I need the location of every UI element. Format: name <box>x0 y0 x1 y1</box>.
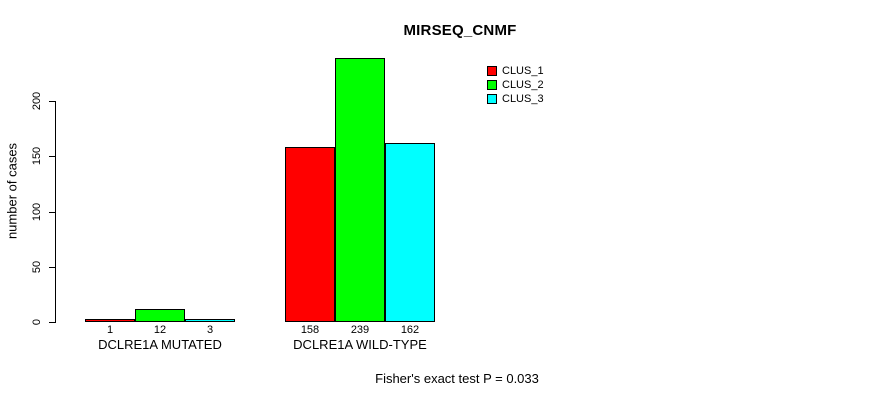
y-axis-tick-label: 100 <box>31 202 43 221</box>
y-axis-tick <box>49 156 56 158</box>
chart-title: MIRSEQ_CNMF <box>403 22 517 39</box>
bar-clus_2-1 <box>135 309 185 322</box>
y-axis-tick-label: 50 <box>31 260 43 273</box>
legend-label: CLUS_3 <box>502 93 544 105</box>
y-axis-tick-label: 0 <box>31 318 43 326</box>
category-label: DCLRE1A MUTATED <box>98 337 222 352</box>
bar-value-label: 3 <box>206 324 214 336</box>
y-axis-tick-label: 150 <box>31 147 43 166</box>
y-axis-tick <box>49 322 56 323</box>
legend-swatch-clus_3 <box>487 94 497 104</box>
bar-value-label: 239 <box>350 324 370 336</box>
fisher-test-annotation: Fisher's exact test P = 0.033 <box>375 371 539 386</box>
y-axis-tick <box>49 266 56 268</box>
y-axis-tick-label: 200 <box>31 91 43 111</box>
y-axis-tick <box>49 101 56 102</box>
bar-clus_2-2 <box>335 58 385 322</box>
bar-value-label: 12 <box>153 324 167 336</box>
y-axis-label: number of cases <box>4 142 20 240</box>
legend-swatch-clus_1 <box>487 66 497 76</box>
y-axis-tick <box>49 211 56 213</box>
bar-value-label: 1 <box>106 324 114 336</box>
legend-row: CLUS_1 <box>487 64 544 78</box>
legend-label: CLUS_1 <box>502 65 544 77</box>
bar-value-label: 162 <box>400 324 420 336</box>
legend: CLUS_1 CLUS_2 CLUS_3 <box>487 64 544 106</box>
legend-row: CLUS_3 <box>487 92 544 106</box>
bar-clus_3-1 <box>185 319 235 322</box>
bar-clus_3-2 <box>385 143 435 322</box>
legend-label: CLUS_2 <box>502 79 544 91</box>
category-label: DCLRE1A WILD-TYPE <box>293 337 427 352</box>
legend-swatch-clus_2 <box>487 80 497 90</box>
bar-clus_1-2 <box>285 147 335 322</box>
legend-row: CLUS_2 <box>487 78 544 92</box>
bar-value-label: 158 <box>300 324 320 336</box>
bar-clus_1-1 <box>85 319 135 322</box>
